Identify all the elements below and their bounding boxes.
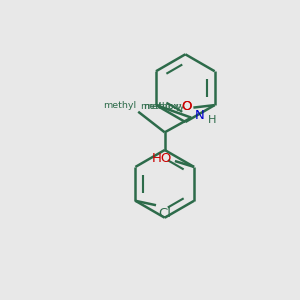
Text: H: H [207,115,216,125]
Text: HO: HO [152,152,172,165]
Text: O: O [182,100,192,113]
Text: methoxy: methoxy [143,102,185,111]
Text: methyl: methyl [103,101,137,110]
Text: Cl: Cl [158,207,171,220]
Text: O: O [182,100,192,113]
Text: methoxy: methoxy [141,102,182,111]
Text: N: N [195,109,205,122]
